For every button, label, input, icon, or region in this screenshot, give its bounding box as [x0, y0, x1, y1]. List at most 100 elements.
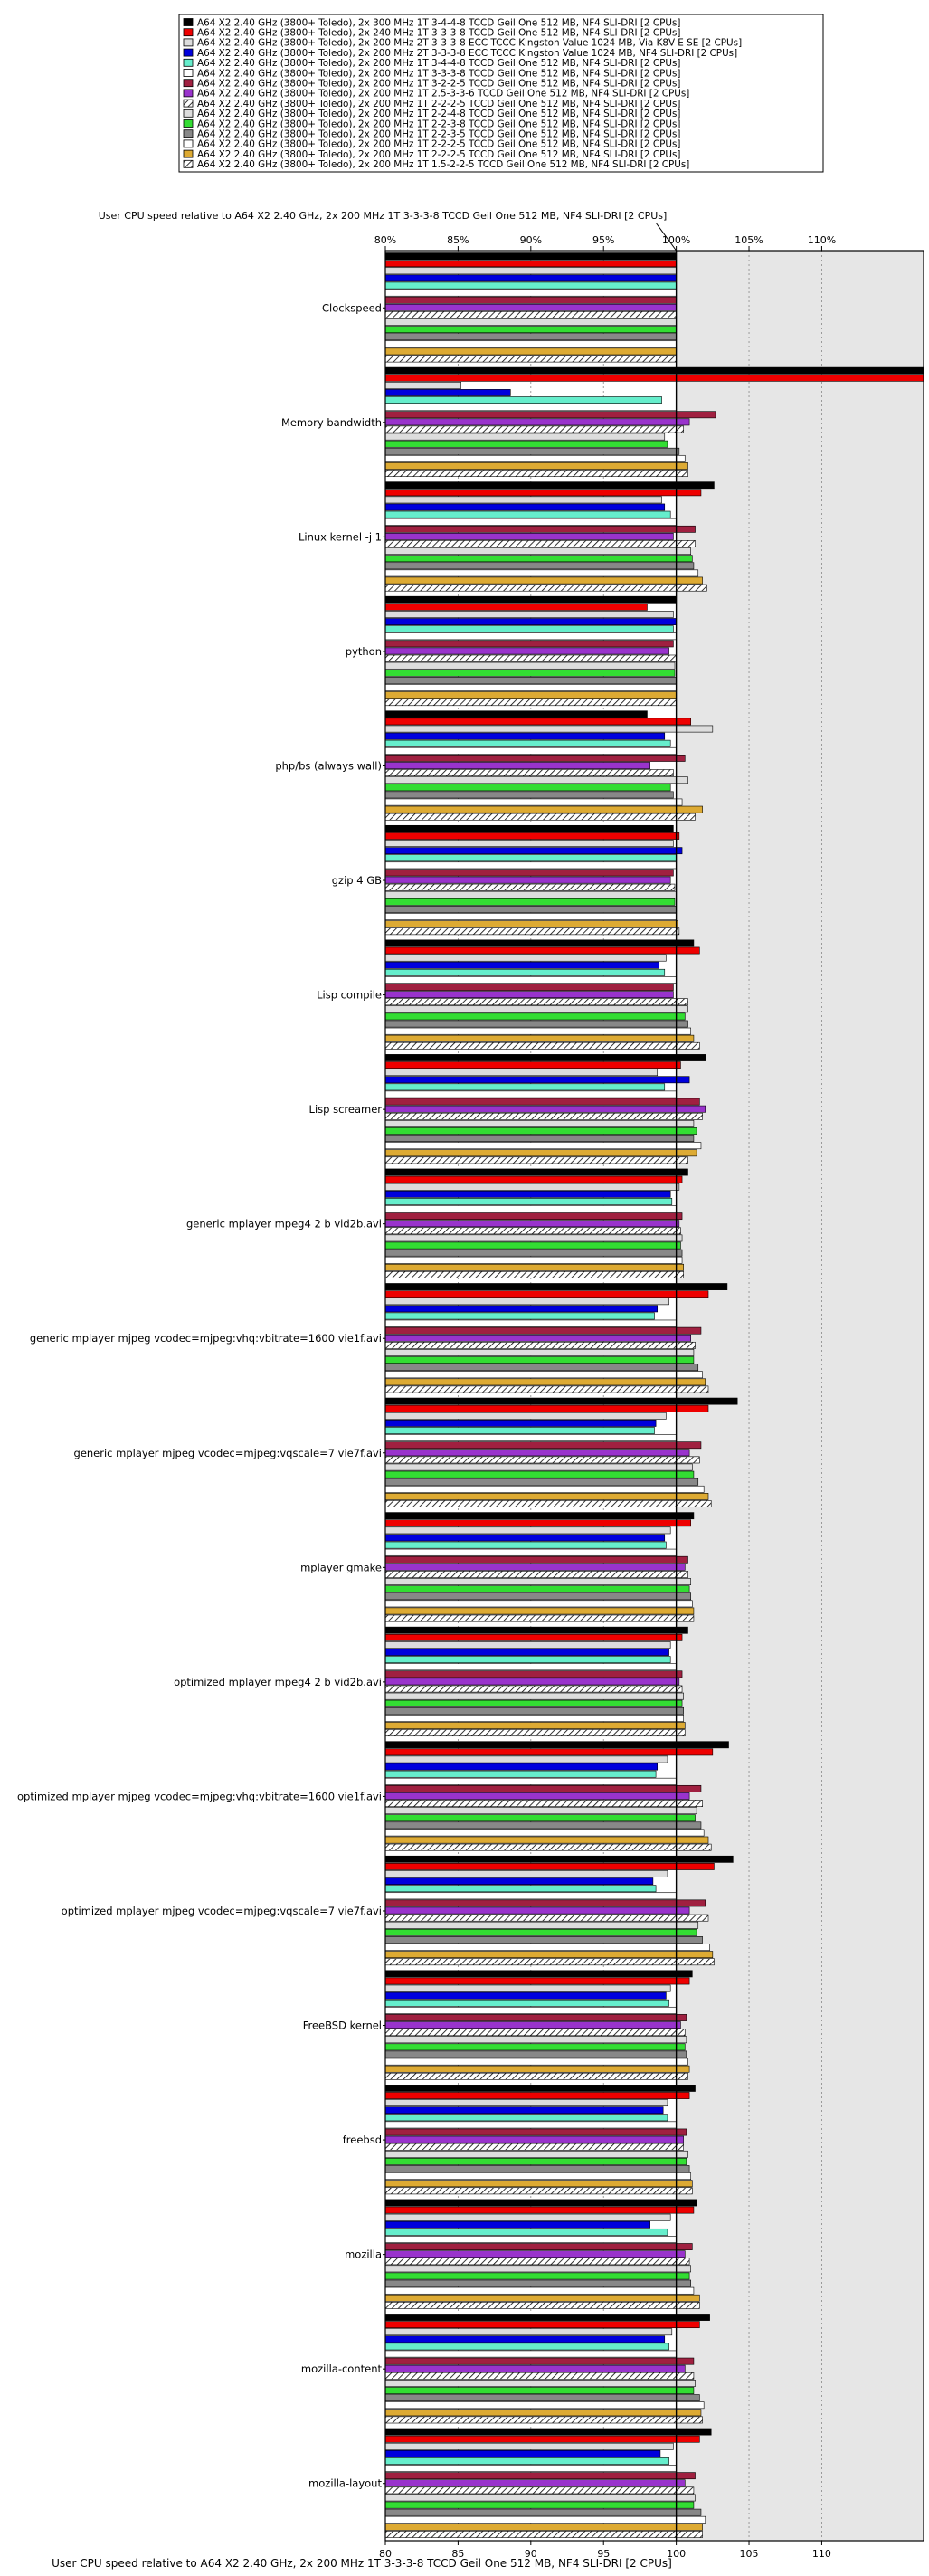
bar — [384, 2401, 705, 2410]
bar — [384, 1656, 671, 1664]
bar — [384, 2199, 697, 2207]
bar — [384, 1563, 686, 1571]
bar — [384, 340, 677, 348]
bar — [384, 489, 702, 497]
bar — [384, 547, 692, 556]
bar — [384, 1500, 712, 1507]
bar — [384, 732, 666, 740]
bottom-tick-label: 100 — [667, 2548, 686, 2560]
bar — [384, 2243, 693, 2250]
bar — [384, 1470, 695, 1478]
bar — [384, 2494, 696, 2502]
bar — [384, 998, 688, 1006]
bar — [384, 355, 677, 363]
bar — [384, 1290, 709, 1298]
bar — [384, 1633, 683, 1641]
category-label: Memory bandwidth — [281, 416, 382, 429]
bar — [384, 1692, 684, 1700]
legend-swatch — [183, 69, 194, 77]
bar — [384, 1271, 684, 1278]
bar — [384, 326, 677, 334]
bar — [384, 252, 677, 261]
bottom-tick-label: 95 — [597, 2548, 610, 2560]
bar — [384, 2165, 690, 2172]
bar — [384, 718, 692, 726]
bar — [384, 1951, 714, 1959]
bar — [384, 2465, 677, 2472]
bar — [384, 1312, 655, 1320]
bar — [384, 699, 677, 707]
bar — [384, 710, 648, 718]
bar — [384, 1249, 683, 1257]
legend-entry: A64 X2 2.40 GHz (3800+ Toledo), 2x 200 M… — [197, 89, 689, 100]
bar — [384, 1341, 696, 1349]
bar — [384, 2435, 700, 2443]
bar — [384, 1020, 688, 1028]
bar — [384, 347, 677, 356]
bar — [384, 2501, 695, 2509]
bar — [384, 2043, 686, 2051]
bar — [384, 2050, 687, 2058]
bar — [384, 954, 667, 962]
bar — [384, 1142, 702, 1150]
bar — [384, 1334, 692, 1342]
bar — [384, 518, 677, 526]
bar — [384, 533, 674, 540]
bar — [384, 755, 686, 762]
bar — [384, 1027, 692, 1035]
legend-entry: A64 X2 2.40 GHz (3800+ Toledo), 2x 200 M… — [197, 159, 689, 170]
bar — [384, 1800, 703, 1807]
bar — [384, 2072, 688, 2080]
bar — [384, 1526, 671, 1535]
legend: A64 X2 2.40 GHz (3800+ Toledo), 2x 300 M… — [178, 14, 824, 173]
bar — [384, 1770, 657, 1778]
bar — [384, 691, 677, 699]
bar — [384, 984, 674, 991]
bar — [384, 2301, 700, 2309]
bar — [384, 890, 677, 898]
bar — [384, 2335, 666, 2343]
legend-entry: A64 X2 2.40 GHz (3800+ Toledo), 2x 200 M… — [197, 119, 680, 129]
bar — [384, 540, 696, 547]
bar — [384, 1722, 686, 1729]
bar — [384, 1741, 729, 1749]
bar — [384, 1298, 669, 1306]
bar — [384, 2058, 688, 2066]
legend-swatch — [183, 99, 194, 108]
bar — [384, 883, 676, 891]
bar — [384, 832, 680, 840]
bar — [384, 762, 650, 769]
bar — [384, 1892, 677, 1900]
top-tick-label: 90% — [520, 234, 542, 246]
x-axis-label: User CPU speed relative to A64 X2 2.40 G… — [52, 2557, 672, 2570]
plot-area: 80% 80 85% 85 90% 90 95% 95 100% 100 105% 105 110% 11… — [17, 223, 924, 2560]
bar — [384, 1149, 697, 1157]
category-label: gzip 4 GB — [332, 874, 382, 887]
bar — [384, 1326, 702, 1335]
bar — [384, 684, 677, 691]
bar — [384, 2350, 677, 2358]
bar — [384, 1456, 700, 1464]
bar — [384, 433, 666, 441]
bar — [384, 2029, 686, 2037]
legend-entry: A64 X2 2.40 GHz (3800+ Toledo), 2x 200 M… — [197, 68, 680, 79]
bar — [384, 876, 671, 884]
bar — [384, 1914, 709, 1922]
bar — [384, 625, 674, 633]
bar — [384, 2114, 668, 2122]
bar — [384, 440, 668, 448]
top-tick-label: 100% — [662, 234, 690, 246]
legend-swatch — [183, 109, 194, 118]
bar — [384, 1870, 668, 1877]
legend-swatch — [183, 28, 194, 37]
bar — [384, 1614, 695, 1622]
bar — [384, 1777, 677, 1785]
bar — [384, 1814, 696, 1822]
bar — [384, 611, 674, 618]
category-label: generic mplayer mjpeg vcodec=mjpeg:vqsca… — [74, 1447, 382, 1459]
bar — [384, 1843, 712, 1851]
bar — [384, 1600, 693, 1608]
bar — [384, 920, 678, 928]
bar — [384, 1493, 709, 1500]
bar — [384, 2387, 695, 2394]
